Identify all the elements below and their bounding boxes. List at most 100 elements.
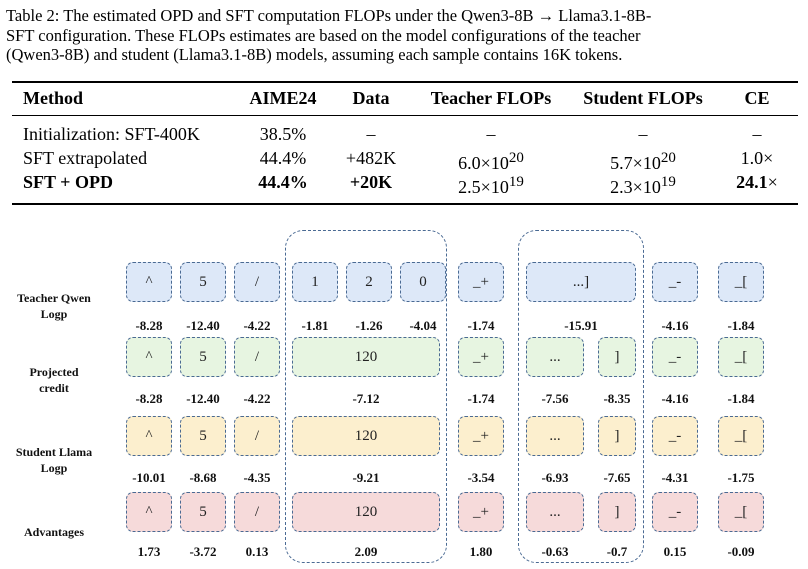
cell-student-flops: 5.7×1020: [610, 150, 676, 173]
credit-token: 5: [180, 337, 226, 377]
credit-value: -4.16: [661, 391, 689, 406]
cell-data: –: [366, 124, 376, 144]
student-value: -3.54: [467, 470, 495, 485]
teacher-value: -1.26: [355, 318, 383, 333]
teacher-value: -1.81: [301, 318, 329, 333]
advantages-value: 1.73: [137, 544, 161, 559]
teacher-token: _-: [652, 262, 698, 302]
credit-token: 120: [292, 337, 440, 377]
header-method: Method: [23, 88, 83, 108]
table-row: SFT extrapolated 44.4% +482K 6.0×1020 5.…: [12, 147, 798, 173]
cell-aime24: 44.4%: [259, 148, 307, 168]
credit-token: ...: [526, 337, 584, 377]
student-token: 5: [180, 416, 226, 456]
credit-value: -7.12: [352, 391, 380, 406]
credit-value: -12.40: [186, 391, 220, 406]
row-label-teacher: Teacher Qwen Logp: [17, 291, 91, 321]
bracket-group-outline: [518, 230, 644, 563]
student-token: /: [234, 416, 280, 456]
caption-line-1: Table 2: The estimated OPD and SFT compu…: [6, 6, 652, 25]
teacher-value: -4.16: [661, 318, 689, 333]
header-ce: CE: [744, 88, 770, 108]
header-data: Data: [352, 88, 390, 108]
advantages-value: -3.72: [189, 544, 217, 559]
advantages-value: -0.09: [727, 544, 755, 559]
row-label-student: Student Llama Logp: [15, 445, 93, 475]
cell-ce: 1.0×: [740, 148, 774, 168]
teacher-token: ...]: [526, 262, 636, 302]
teacher-value: -12.40: [186, 318, 220, 333]
table-row: SFT + OPD 44.4% +20K 2.5×1019 2.3×1019 2…: [12, 171, 798, 197]
advantages-value: -0.63: [541, 544, 569, 559]
student-token: _-: [652, 416, 698, 456]
table-row: Initialization: SFT-400K 38.5% – – – –: [12, 123, 798, 145]
advantages-token: ...: [526, 492, 584, 532]
advantages-value: 0.15: [663, 544, 687, 559]
credit-token: _+: [458, 337, 504, 377]
teacher-value: -1.74: [467, 318, 495, 333]
table-header-row: Method AIME24 Data Teacher FLOPs Student…: [12, 87, 798, 109]
credit-value: -1.84: [727, 391, 755, 406]
teacher-token: /: [234, 262, 280, 302]
cell-method: SFT extrapolated: [23, 148, 148, 168]
cell-ce: –: [752, 124, 762, 144]
advantages-token: _[: [718, 492, 764, 532]
teacher-value: -1.84: [727, 318, 755, 333]
advantages-value: 2.09: [354, 544, 378, 559]
advantages-token: /: [234, 492, 280, 532]
cell-ce: 24.1×: [736, 172, 778, 192]
advantages-value: -0.7: [606, 544, 628, 559]
student-value: -1.75: [727, 470, 755, 485]
student-token: 120: [292, 416, 440, 456]
teacher-token: 1: [292, 262, 338, 302]
advantages-token: _+: [458, 492, 504, 532]
teacher-value: -8.28: [135, 318, 163, 333]
student-token: _[: [718, 416, 764, 456]
cell-teacher-flops: 2.5×1019: [458, 174, 524, 197]
teacher-token: 2: [346, 262, 392, 302]
credit-token: ]: [598, 337, 636, 377]
exponent: 20: [508, 150, 524, 166]
caption-line-2: SFT configuration. These FLOPs estimates…: [6, 25, 641, 45]
caption-line-3: (Qwen3-8B) and student (Llama3.1-8B) mod…: [6, 45, 623, 64]
cell-teacher-flops: 6.0×1020: [458, 150, 524, 173]
cell-student-flops: –: [638, 124, 648, 144]
advantages-token: ]: [598, 492, 636, 532]
exponent: 20: [660, 150, 676, 166]
row-label-credit: Projected credit: [29, 365, 79, 395]
header-teacher-flops: Teacher FLOPs: [430, 88, 552, 108]
credit-value: -4.22: [243, 391, 271, 406]
cell-aime24: 44.4%: [258, 172, 308, 192]
student-token: ...: [526, 416, 584, 456]
table-bottom-rule: [12, 203, 798, 205]
row-label-advantages: Advantages: [23, 525, 84, 539]
student-token: _+: [458, 416, 504, 456]
student-value: -9.21: [352, 470, 380, 485]
credit-value: -8.35: [603, 391, 631, 406]
cell-method: SFT + OPD: [23, 172, 113, 192]
teacher-value: -4.22: [243, 318, 271, 333]
credit-token: _[: [718, 337, 764, 377]
cell-teacher-flops: –: [486, 124, 496, 144]
header-student-flops: Student FLOPs: [583, 88, 703, 108]
credit-token: _-: [652, 337, 698, 377]
advantages-value: 1.80: [469, 544, 493, 559]
exponent: 19: [660, 174, 676, 190]
table-top-rule: [12, 81, 798, 83]
credit-assignment-figure: Teacher Qwen Logp Projected credit Student…: [0, 226, 808, 569]
teacher-token: 0: [400, 262, 446, 302]
cell-student-flops: 2.3×1019: [610, 174, 676, 197]
student-value: -4.31: [661, 470, 689, 485]
cell-data: +20K: [349, 172, 393, 192]
credit-token: /: [234, 337, 280, 377]
teacher-token: _[: [718, 262, 764, 302]
student-token: ^: [126, 416, 172, 456]
student-value: -10.01: [132, 470, 166, 485]
cell-data: +482K: [345, 148, 397, 168]
advantages-token: _-: [652, 492, 698, 532]
student-value: -7.65: [603, 470, 631, 485]
advantages-token: 5: [180, 492, 226, 532]
teacher-token: 5: [180, 262, 226, 302]
advantages-token: 120: [292, 492, 440, 532]
advantages-value: 0.13: [245, 544, 269, 559]
